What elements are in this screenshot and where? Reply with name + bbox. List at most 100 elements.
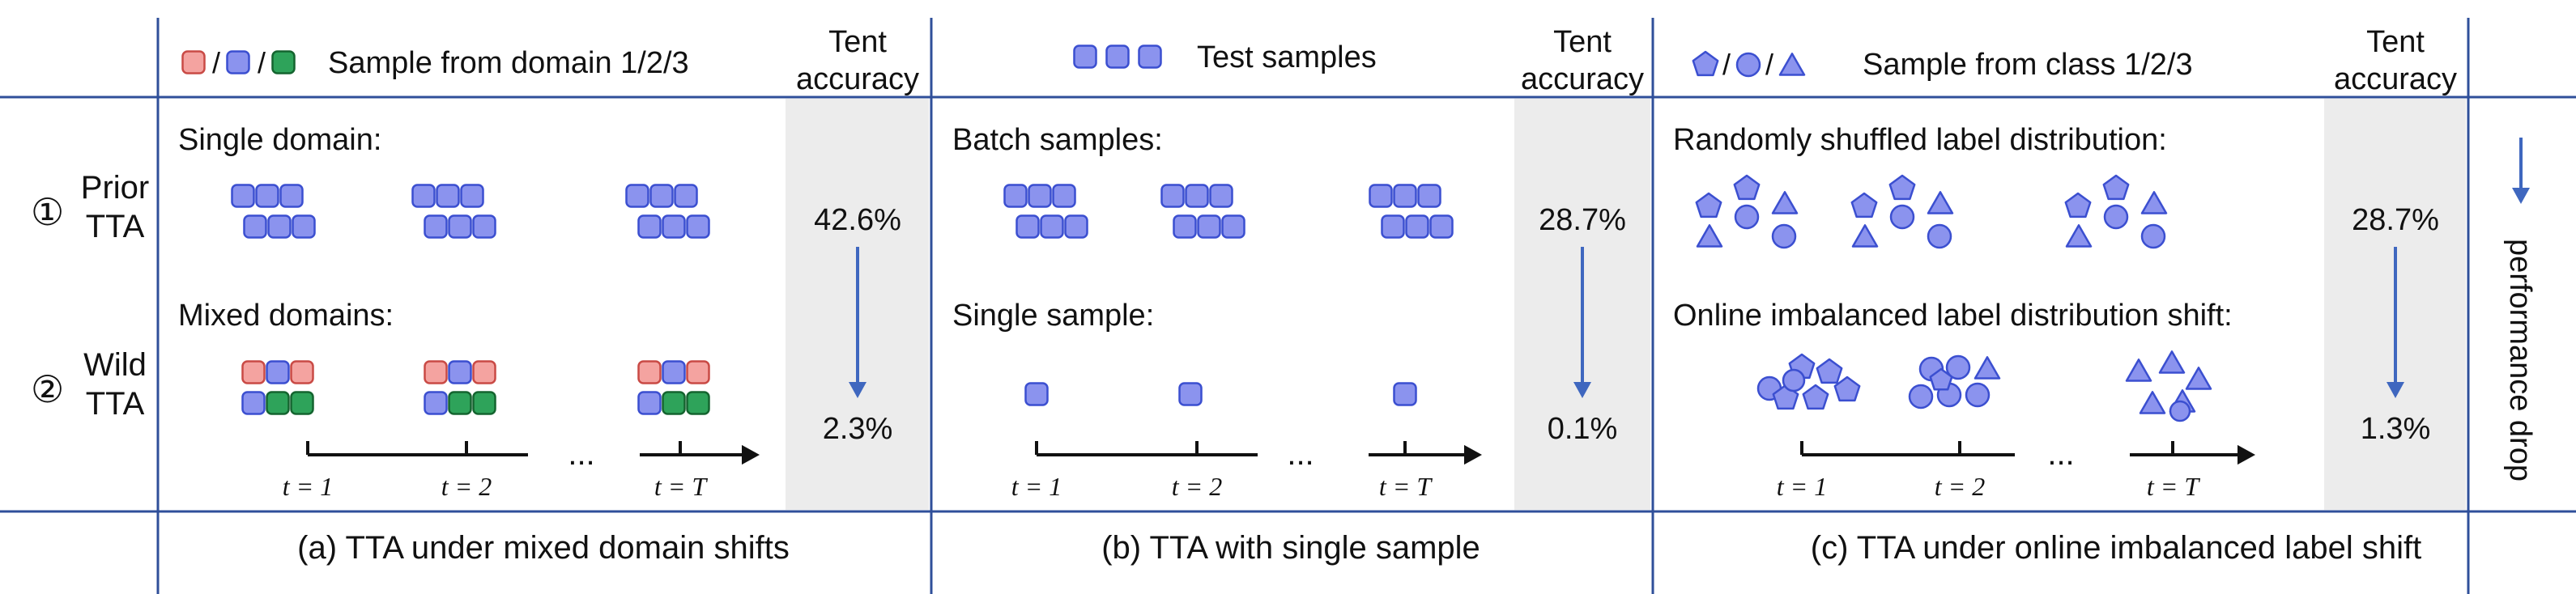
blue-square-sample	[1015, 214, 1040, 239]
green-square-sample	[686, 391, 710, 415]
blue-square-sample	[662, 360, 686, 384]
wild-accuracy-value: 2.3%	[823, 412, 893, 446]
timeline-label: t = 2	[441, 472, 492, 501]
wild-accuracy-value: 1.3%	[2361, 412, 2431, 446]
blue-square-sample	[448, 214, 472, 239]
blue-square-sample	[472, 214, 496, 239]
legend-separator: /	[212, 46, 220, 79]
green-square-sample	[266, 391, 290, 415]
blue-square-sample	[662, 214, 686, 239]
performance-drop-label: performance drop	[2503, 239, 2537, 482]
caption-c: (c) TTA under online imbalanced label sh…	[1811, 530, 2421, 566]
legend-separator: /	[1765, 48, 1773, 81]
green-square-sample	[448, 391, 472, 415]
timeline-label: t = T	[654, 472, 708, 501]
blue-square-icon	[1073, 45, 1097, 69]
red-square-icon	[181, 50, 206, 74]
prior-accuracy-value: 42.6%	[814, 203, 901, 237]
prior-tta-marker: ①	[31, 191, 64, 233]
pentagon-icon	[1692, 50, 1719, 77]
legend-text-test-samples: Test samples	[1197, 40, 1377, 74]
timeline-label: t = 2	[1172, 472, 1222, 501]
timeline-label: t = T	[2147, 472, 2200, 501]
blue-square-sample	[1369, 184, 1393, 208]
prior-accuracy-value: 28.7%	[2352, 203, 2439, 237]
wild-setting-label: Mixed domains:	[178, 299, 394, 333]
timeline-label: t = T	[1379, 472, 1433, 501]
triangle-icon	[1778, 53, 1806, 76]
tent-accuracy-header: accuracy	[796, 62, 919, 96]
blue-square-sample	[1040, 214, 1064, 239]
blue-square-sample	[625, 184, 649, 208]
blue-square-sample	[1405, 214, 1429, 239]
blue-square-sample	[1052, 184, 1076, 208]
blue-square-sample	[1178, 382, 1203, 406]
red-square-sample	[472, 360, 496, 384]
timeline-label: t = 1	[1011, 472, 1062, 501]
prior-setting-label: Batch samples:	[952, 123, 1163, 157]
blue-square-sample	[460, 184, 484, 208]
timeline-ellipsis: ...	[1287, 436, 1314, 472]
blue-square-sample	[411, 184, 436, 208]
prior-setting-label: Single domain:	[178, 123, 381, 157]
tent-accuracy-header: Tent	[828, 25, 887, 59]
green-square-sample	[290, 391, 314, 415]
blue-square-sample	[1209, 184, 1233, 208]
blue-square-sample	[255, 184, 279, 208]
wild-setting-label: Online imbalanced label distribution shi…	[1673, 299, 2233, 333]
wild-setting-label: Single sample:	[952, 299, 1154, 333]
blue-square-sample	[1197, 214, 1221, 239]
tent-accuracy-header: accuracy	[1521, 62, 1644, 96]
green-square-sample	[662, 391, 686, 415]
blue-square-sample	[1417, 184, 1441, 208]
legend-separator: /	[258, 46, 266, 79]
prior-tta-label: TTA	[86, 209, 145, 244]
timeline-arrowhead	[1464, 444, 1482, 465]
blue-square-sample	[686, 214, 710, 239]
legend-separator: /	[1722, 48, 1731, 81]
blue-square-sample	[448, 360, 472, 384]
tent-accuracy-header: Tent	[2366, 25, 2425, 59]
blue-square-sample	[436, 184, 460, 208]
timeline-ellipsis: ...	[2047, 436, 2074, 472]
blue-square-sample	[674, 184, 698, 208]
wild-accuracy-value: 0.1%	[1548, 412, 1618, 446]
tent-accuracy-header: accuracy	[2334, 62, 2457, 96]
green-square-sample	[472, 391, 496, 415]
blue-square-sample	[1064, 214, 1088, 239]
red-square-sample	[290, 360, 314, 384]
blue-square-sample	[1028, 184, 1052, 208]
blue-square-icon	[226, 50, 250, 74]
blue-square-sample	[267, 214, 292, 239]
blue-square-sample	[266, 360, 290, 384]
blue-square-sample	[1173, 214, 1197, 239]
timeline-label: t = 1	[1777, 472, 1827, 501]
prior-tta-label: Prior	[81, 170, 149, 206]
blue-square-sample	[424, 214, 448, 239]
blue-square-sample	[1381, 214, 1405, 239]
timeline-label: t = 2	[1935, 472, 1985, 501]
blue-square-sample	[1003, 184, 1028, 208]
blue-square-sample	[231, 184, 255, 208]
prior-accuracy-value: 28.7%	[1539, 203, 1626, 237]
blue-square-sample	[241, 391, 266, 415]
timeline-arrowhead	[742, 444, 760, 465]
blue-square-sample	[279, 184, 304, 208]
caption-b: (b) TTA with single sample	[1101, 530, 1480, 566]
red-square-sample	[424, 360, 448, 384]
green-square-icon	[271, 50, 296, 74]
caption-a: (a) TTA under mixed domain shifts	[297, 530, 790, 566]
blue-square-sample	[292, 214, 316, 239]
circle-icon	[1735, 52, 1761, 78]
blue-square-sample	[243, 214, 267, 239]
blue-square-sample	[1221, 214, 1245, 239]
timeline-label: t = 1	[283, 472, 333, 501]
legend-text-domains: Sample from domain 1/2/3	[328, 46, 689, 80]
wild-tta-label: TTA	[86, 386, 145, 422]
blue-square-sample	[1393, 184, 1417, 208]
legend-text-classes: Sample from class 1/2/3	[1863, 48, 2193, 82]
wild-tta-label: Wild	[83, 347, 147, 383]
wild-tta-marker: ②	[31, 368, 64, 410]
